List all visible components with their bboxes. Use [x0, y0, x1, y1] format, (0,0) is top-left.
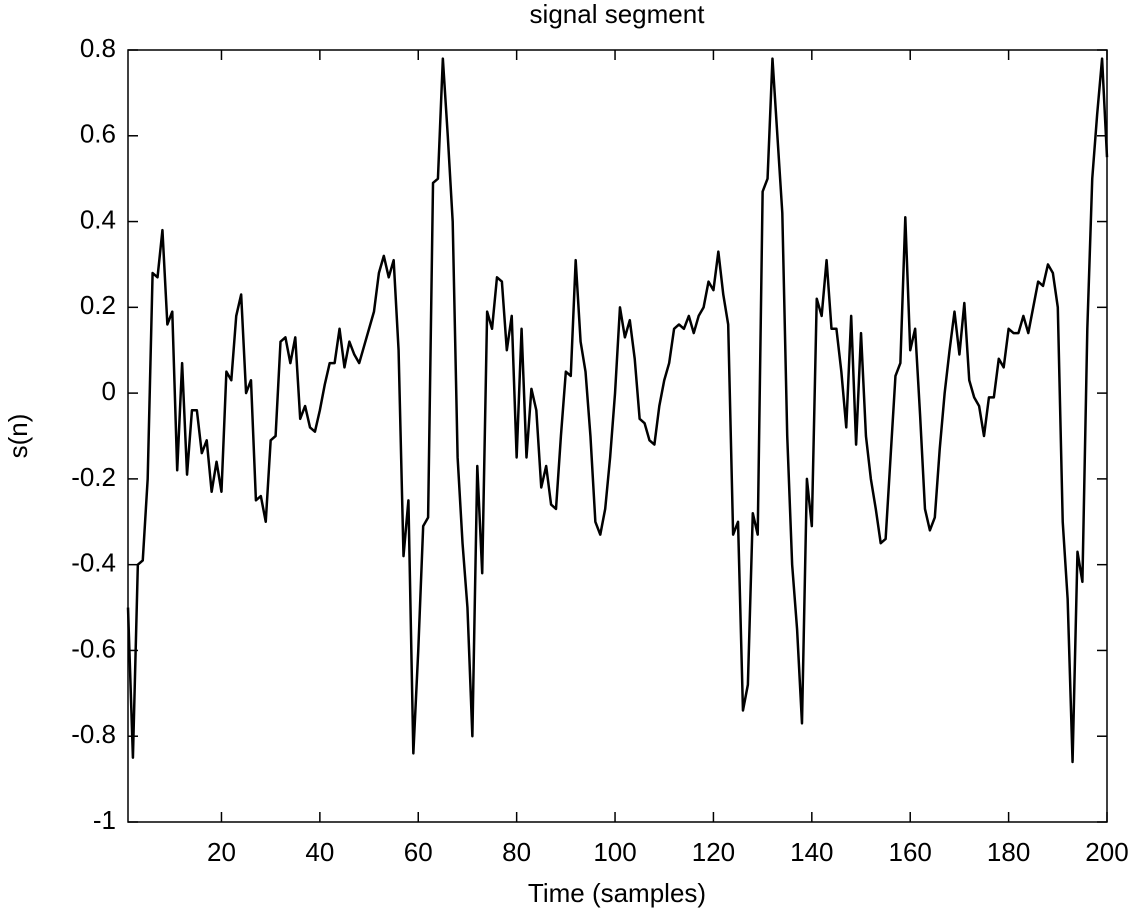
y-tick-label: 0.2 [80, 290, 116, 320]
x-tick-label: 80 [502, 837, 531, 867]
x-tick-label: 100 [593, 837, 636, 867]
y-tick-label: 0.8 [80, 33, 116, 63]
y-tick-label: -0.8 [71, 719, 116, 749]
x-tick-label: 60 [404, 837, 433, 867]
y-tick-label: 0.6 [80, 119, 116, 149]
y-tick-label: -0.4 [71, 548, 116, 578]
y-tick-label: -1 [93, 805, 116, 835]
x-tick-label: 160 [889, 837, 932, 867]
x-tick-label: 200 [1085, 837, 1128, 867]
x-tick-label: 120 [692, 837, 735, 867]
chart-title: signal segment [530, 0, 706, 29]
x-tick-label: 40 [305, 837, 334, 867]
plot-frame [127, 49, 1108, 823]
y-tick-label: 0 [102, 376, 116, 406]
signal-line [126, 57, 1109, 764]
x-tick-label: 180 [987, 837, 1030, 867]
y-axis-label: s(n) [3, 414, 33, 459]
y-tick-label: -0.6 [71, 633, 116, 663]
y-tick-label: -0.2 [71, 462, 116, 492]
x-axis-label: Time (samples) [528, 878, 706, 908]
x-tick-label: 140 [790, 837, 833, 867]
y-tick-label: 0.4 [80, 204, 116, 234]
x-tick-label: 20 [207, 837, 236, 867]
